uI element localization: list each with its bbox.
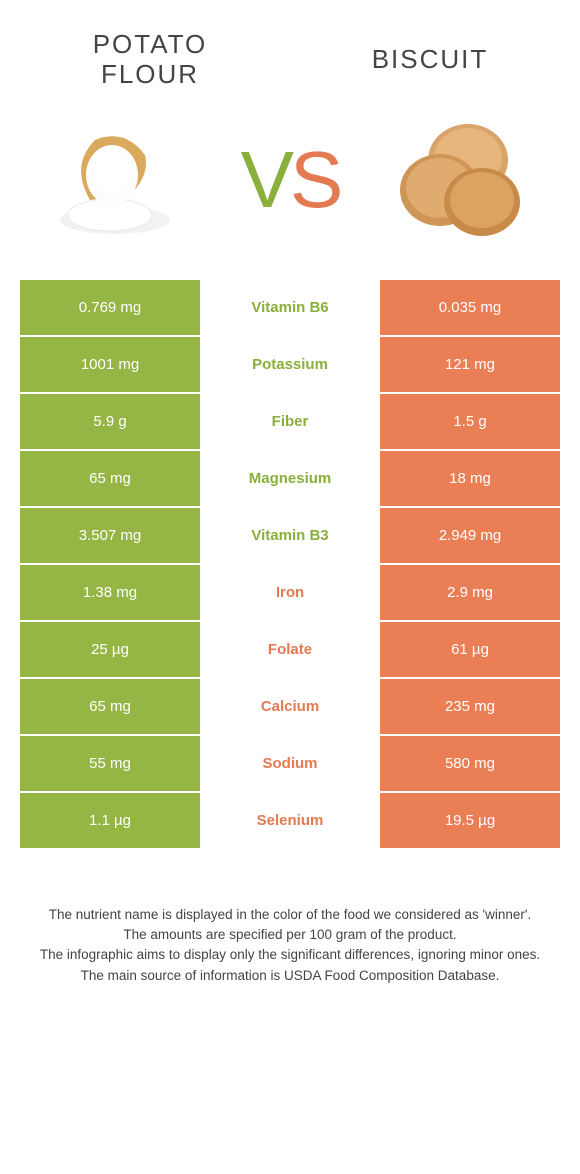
title-left: POTATOFLOUR: [60, 30, 240, 90]
footer-line: The amounts are specified per 100 gram o…: [20, 925, 560, 945]
right-value: 121 mg: [380, 337, 560, 394]
footer-line: The main source of information is USDA F…: [20, 966, 560, 986]
left-value: 1001 mg: [20, 337, 200, 394]
footer-line: The infographic aims to display only the…: [20, 945, 560, 965]
biscuit-image: [390, 110, 530, 250]
left-value: 0.769 mg: [20, 280, 200, 337]
right-value: 235 mg: [380, 679, 560, 736]
table-row: 0.769 mgVitamin B60.035 mg: [20, 280, 560, 337]
left-value: 3.507 mg: [20, 508, 200, 565]
left-value: 1.1 µg: [20, 793, 200, 850]
right-value: 19.5 µg: [380, 793, 560, 850]
nutrient-label: Magnesium: [200, 451, 380, 508]
table-row: 1.1 µgSelenium19.5 µg: [20, 793, 560, 850]
right-value: 0.035 mg: [380, 280, 560, 337]
left-value: 5.9 g: [20, 394, 200, 451]
potato-flour-image: [50, 110, 190, 250]
footer-notes: The nutrient name is displayed in the co…: [20, 905, 560, 986]
nutrient-label: Iron: [200, 565, 380, 622]
left-value: 65 mg: [20, 679, 200, 736]
right-value: 61 µg: [380, 622, 560, 679]
table-row: 55 mgSodium580 mg: [20, 736, 560, 793]
left-value: 55 mg: [20, 736, 200, 793]
table-row: 65 mgCalcium235 mg: [20, 679, 560, 736]
nutrient-label: Fiber: [200, 394, 380, 451]
table-row: 1001 mgPotassium121 mg: [20, 337, 560, 394]
vs-v: V: [241, 135, 290, 224]
title-right: BISCUIT: [340, 30, 520, 75]
table-row: 3.507 mgVitamin B32.949 mg: [20, 508, 560, 565]
right-value: 18 mg: [380, 451, 560, 508]
vs-s: S: [290, 135, 339, 224]
vs-label: VS: [241, 134, 340, 226]
table-row: 5.9 gFiber1.5 g: [20, 394, 560, 451]
nutrient-label: Vitamin B3: [200, 508, 380, 565]
nutrient-label: Folate: [200, 622, 380, 679]
table-row: 65 mgMagnesium18 mg: [20, 451, 560, 508]
nutrient-label: Potassium: [200, 337, 380, 394]
header: POTATOFLOUR BISCUIT: [0, 0, 580, 100]
right-value: 2.9 mg: [380, 565, 560, 622]
image-row: VS: [0, 100, 580, 280]
footer-line: The nutrient name is displayed in the co…: [20, 905, 560, 925]
table-row: 1.38 mgIron2.9 mg: [20, 565, 560, 622]
right-value: 580 mg: [380, 736, 560, 793]
nutrient-label: Selenium: [200, 793, 380, 850]
left-value: 1.38 mg: [20, 565, 200, 622]
nutrient-label: Vitamin B6: [200, 280, 380, 337]
nutrient-label: Sodium: [200, 736, 380, 793]
table-row: 25 µgFolate61 µg: [20, 622, 560, 679]
nutrient-table: 0.769 mgVitamin B60.035 mg1001 mgPotassi…: [20, 280, 560, 850]
left-value: 65 mg: [20, 451, 200, 508]
right-value: 1.5 g: [380, 394, 560, 451]
left-value: 25 µg: [20, 622, 200, 679]
nutrient-label: Calcium: [200, 679, 380, 736]
right-value: 2.949 mg: [380, 508, 560, 565]
